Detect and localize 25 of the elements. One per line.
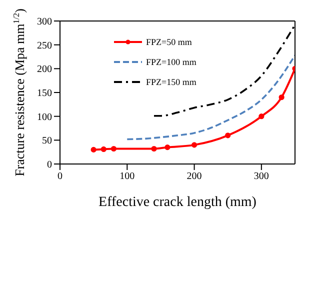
x-tick-label: 200 bbox=[186, 171, 202, 182]
legend-label: FPZ=50 mm bbox=[146, 37, 192, 47]
y-tick-label: 100 bbox=[37, 112, 52, 123]
point bbox=[191, 142, 198, 148]
legend-label: FPZ=150 mm bbox=[146, 77, 196, 87]
x-axis-title: Effective crack length (mm) bbox=[98, 195, 257, 210]
y-tick-label: 200 bbox=[37, 64, 52, 76]
y-tick-label: 50 bbox=[42, 136, 52, 147]
y-tick-label: 250 bbox=[37, 40, 52, 52]
point bbox=[151, 146, 157, 152]
point bbox=[90, 146, 96, 152]
y-tick-label: 300 bbox=[37, 16, 52, 28]
x-tick-label: 0 bbox=[58, 171, 62, 182]
point bbox=[258, 114, 264, 120]
point bbox=[110, 146, 117, 152]
point bbox=[100, 146, 106, 152]
y-tick-label: 150 bbox=[37, 88, 52, 100]
point bbox=[225, 132, 231, 138]
legend-label: FPZ=100 mm bbox=[146, 57, 196, 67]
x-tick-label: 300 bbox=[254, 171, 269, 182]
x-tick-label: 100 bbox=[120, 171, 135, 182]
line-series bbox=[126, 54, 295, 140]
point bbox=[278, 94, 284, 100]
y-tick-label: 0 bbox=[47, 160, 52, 171]
point bbox=[164, 144, 170, 150]
